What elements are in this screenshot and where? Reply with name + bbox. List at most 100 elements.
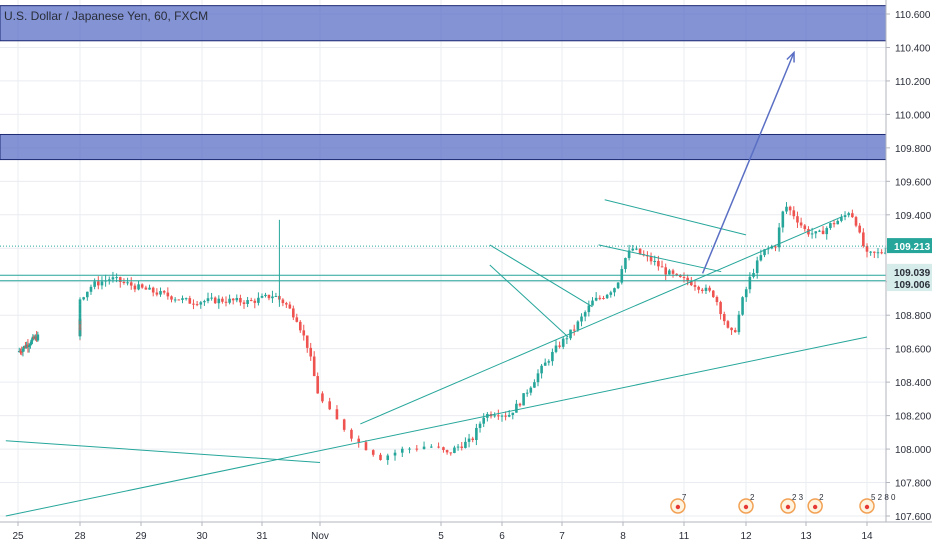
candle-body (357, 438, 361, 443)
trend-line-4[interactable] (489, 244, 593, 308)
candle-body (847, 213, 850, 216)
candle-body (638, 248, 642, 255)
resistance-zone-1[interactable] (0, 5, 887, 42)
zone-layer (0, 5, 887, 161)
candle-body (781, 211, 785, 228)
y-tick-label: 110.400 (895, 43, 931, 54)
candle-body (302, 330, 306, 336)
x-tick-label: 14 (861, 531, 873, 542)
candle-body (605, 294, 609, 299)
time-axis-panel[interactable] (0, 522, 932, 550)
candle-body (312, 356, 316, 377)
candle-body (880, 252, 883, 254)
candle-body (231, 298, 235, 301)
candle-body (657, 260, 660, 267)
candle-body (719, 302, 722, 315)
candle-body (246, 300, 249, 304)
candle-body (763, 249, 766, 256)
trend-line-3[interactable] (360, 216, 843, 425)
level-price-label: 109.006 (894, 280, 931, 291)
projection-arrow-line[interactable] (701, 52, 795, 274)
event-marker[interactable]: 5 2 8 0 (859, 493, 896, 514)
candle-body (755, 260, 759, 274)
candle-body (675, 273, 678, 275)
candle-body (89, 286, 93, 292)
event-marker[interactable]: 2 3 (780, 493, 804, 514)
candle-body (253, 300, 257, 303)
grid-layer (0, 0, 886, 522)
candle-body (551, 351, 554, 362)
y-tick-label: 107.600 (895, 512, 932, 523)
candle-body (572, 329, 576, 331)
candle-body (271, 296, 274, 299)
candle-body (653, 260, 657, 262)
candle-body (111, 277, 115, 280)
current-price-label: 109.213 (894, 242, 931, 253)
x-tick-label: 31 (256, 531, 268, 542)
trend-line-5[interactable] (489, 264, 569, 338)
candle-body (305, 335, 309, 348)
x-tick-label: 29 (135, 531, 147, 542)
event-count: 2 3 (792, 493, 804, 502)
candle-body (379, 454, 382, 461)
trend-line-7[interactable] (598, 244, 722, 273)
candle-body (126, 282, 129, 284)
candle-body (741, 297, 744, 315)
candle-body (408, 448, 411, 450)
candle-body (511, 412, 515, 415)
candle-body (851, 213, 854, 218)
candle-body (213, 297, 217, 304)
candle-body (78, 299, 82, 302)
candle-body (693, 285, 697, 287)
candle-body (748, 276, 752, 290)
candle-body (594, 297, 598, 301)
candle-body (711, 290, 715, 297)
y-tick-label: 108.400 (895, 378, 932, 389)
candle-body (82, 297, 85, 300)
candle-body (500, 415, 504, 417)
candle-body (19, 351, 22, 353)
candle-body (679, 274, 682, 278)
candle-body (199, 302, 203, 305)
candle-body (814, 231, 818, 234)
candle-body (364, 442, 368, 451)
x-tick-label: Nov (311, 531, 329, 542)
candle-body (873, 251, 876, 253)
candle-body (561, 338, 565, 347)
candle-body (170, 296, 173, 300)
y-tick-label: 109.800 (895, 144, 932, 155)
candle-body (884, 252, 887, 254)
candle-body (464, 441, 467, 448)
candle-body (328, 401, 331, 410)
event-marker[interactable]: 7 (670, 493, 687, 514)
event-count: 5 2 8 0 (871, 493, 896, 502)
resistance-zone-2[interactable] (0, 133, 887, 161)
candle-body (267, 294, 271, 299)
candle-body (181, 298, 184, 300)
y-tick-label: 110.600 (895, 10, 931, 21)
candle-body (107, 279, 111, 281)
candle-body (162, 291, 166, 293)
trend-line-6[interactable] (604, 199, 747, 236)
candle-body (155, 292, 159, 295)
candle-body (788, 206, 792, 211)
candle-body (264, 294, 267, 297)
candle-body (708, 287, 711, 291)
candle-body (342, 419, 346, 430)
candle-body (836, 220, 840, 225)
candle-body (799, 222, 803, 226)
candle-body (386, 455, 390, 461)
candle-body (522, 393, 525, 406)
trend-line-2[interactable] (5, 336, 868, 517)
trend-line-1[interactable] (5, 440, 321, 463)
y-tick-label: 108.200 (895, 412, 932, 423)
event-marker[interactable]: 2 (807, 493, 824, 514)
candle-body (796, 216, 799, 223)
event-marker[interactable]: 2 (738, 493, 755, 514)
event-icon-dot (864, 504, 870, 510)
candle-body (649, 256, 653, 262)
candle-body (93, 281, 96, 287)
